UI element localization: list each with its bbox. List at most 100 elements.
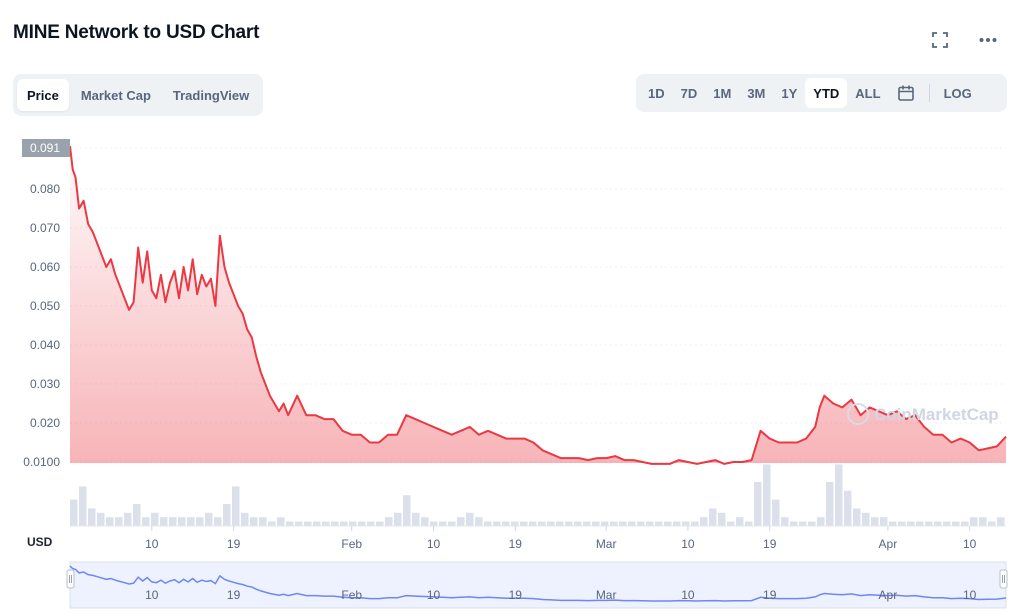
volume-bar: [169, 517, 177, 526]
currency-label: USD: [27, 535, 53, 549]
volume-bar: [394, 512, 402, 526]
volume-bar: [934, 521, 942, 526]
range-1m[interactable]: 1M: [713, 85, 732, 101]
volume-bar: [880, 517, 888, 526]
x-tick-label: 19: [763, 537, 777, 551]
navigator-handle-right[interactable]: [999, 569, 1008, 589]
volume-bar: [232, 486, 240, 526]
volume-bar: [97, 512, 105, 526]
range-ytd[interactable]: YTD: [805, 78, 848, 108]
more-icon[interactable]: [978, 30, 998, 50]
volume-bar: [547, 521, 555, 526]
y-tick-label: 0.030: [30, 377, 60, 391]
volume-bar: [142, 517, 150, 526]
calendar-icon[interactable]: [889, 78, 923, 108]
current-value-label: 0.091: [30, 141, 60, 155]
volume-bar: [124, 512, 132, 526]
fullscreen-icon[interactable]: [930, 30, 950, 50]
volume-bar: [664, 521, 672, 526]
navigator-tick-label: Mar: [596, 588, 617, 602]
volume-bar: [817, 517, 825, 526]
volume-bar: [988, 521, 996, 526]
volume-bar: [178, 517, 186, 526]
range-3m[interactable]: 3M: [747, 85, 766, 101]
watermark-text: CoinMarketCap: [874, 405, 999, 424]
volume-bar: [259, 517, 267, 526]
volume-bar: [196, 517, 204, 526]
chart-type-tabs: Price Market Cap TradingView: [13, 74, 264, 116]
volume-bar: [295, 521, 303, 526]
navigator-handle-left[interactable]: [66, 569, 75, 589]
volume-bar: [421, 517, 429, 526]
range-all[interactable]: ALL: [855, 85, 881, 101]
volume-bar: [376, 521, 384, 526]
volume-bar: [565, 521, 573, 526]
volume-bar: [322, 521, 330, 526]
navigator-tick-label: Apr: [879, 588, 898, 602]
volume-bar: [700, 517, 708, 526]
volume-bar: [718, 512, 726, 526]
x-tick-label: Feb: [341, 537, 362, 551]
volume-bar: [313, 521, 321, 526]
volume-bar: [592, 521, 600, 526]
range-divider: [928, 84, 930, 102]
volume-bar: [277, 517, 285, 526]
navigator-tick-label: 19: [763, 588, 777, 602]
x-tick-label: 19: [509, 537, 523, 551]
volume-bar: [628, 521, 636, 526]
volume-bar: [952, 521, 960, 526]
volume-bar: [331, 521, 339, 526]
volume-bar: [772, 499, 780, 526]
volume-bar: [736, 517, 744, 526]
navigator-tick-label: Feb: [341, 588, 362, 602]
volume-bar: [709, 508, 717, 526]
volume-bar: [790, 521, 798, 526]
tab-price[interactable]: Price: [17, 79, 69, 111]
y-tick-label: 0.080: [30, 182, 60, 196]
volume-bar: [151, 512, 159, 526]
volume-bar: [925, 521, 933, 526]
volume-bar: [241, 512, 249, 526]
navigator[interactable]: 10 19 Feb 10 19 Mar 10 19 Apr 10: [66, 561, 1008, 609]
volume-bar: [502, 521, 510, 526]
volume-bar: [844, 490, 852, 526]
range-7d[interactable]: 7D: [680, 85, 698, 101]
volume-bar: [367, 521, 375, 526]
navigator-tick-label: 19: [227, 588, 241, 602]
volume-bar: [583, 521, 591, 526]
volume-bar: [916, 521, 924, 526]
volume-bar: [358, 521, 366, 526]
volume-bar: [862, 512, 870, 526]
volume-bar: [781, 517, 789, 526]
time-range-selector: 1D 7D 1M 3M 1Y YTD ALL LOG: [636, 74, 1007, 112]
tab-tradingview[interactable]: TradingView: [172, 87, 250, 103]
y-tick-label: 0.0100: [23, 455, 60, 469]
tab-market-cap[interactable]: Market Cap: [80, 87, 151, 103]
volume-bar: [520, 521, 528, 526]
range-1y[interactable]: 1Y: [781, 85, 798, 101]
volume-bar: [304, 521, 312, 526]
volume-bar: [88, 508, 96, 526]
price-line: [69, 145, 1007, 465]
y-tick-label: 0.020: [30, 416, 60, 430]
volume-bar: [655, 521, 663, 526]
volume-bar: [403, 495, 411, 526]
volume-bar: [268, 521, 276, 526]
volume-bar: [754, 482, 762, 526]
range-1d[interactable]: 1D: [648, 85, 665, 101]
volume-bar: [961, 521, 969, 526]
volume-bar: [250, 517, 258, 526]
volume-bar: [214, 517, 222, 526]
volume-bar: [538, 521, 546, 526]
volume-bar: [673, 521, 681, 526]
volume-bar: [691, 521, 699, 526]
volume-bar: [619, 521, 627, 526]
y-axis: 0.0100 0.020 0.030 0.040 0.050 0.060 0.070 0.08…: [23, 182, 60, 469]
volume-bar: [475, 517, 483, 526]
navigator-tick-label: 10: [427, 588, 441, 602]
log-toggle[interactable]: LOG: [943, 85, 972, 101]
navigator-tick-label: 10: [145, 588, 159, 602]
page-title: MINE Network to USD Chart: [13, 22, 260, 43]
volume-bar: [457, 517, 465, 526]
x-tick-label: 10: [963, 537, 977, 551]
